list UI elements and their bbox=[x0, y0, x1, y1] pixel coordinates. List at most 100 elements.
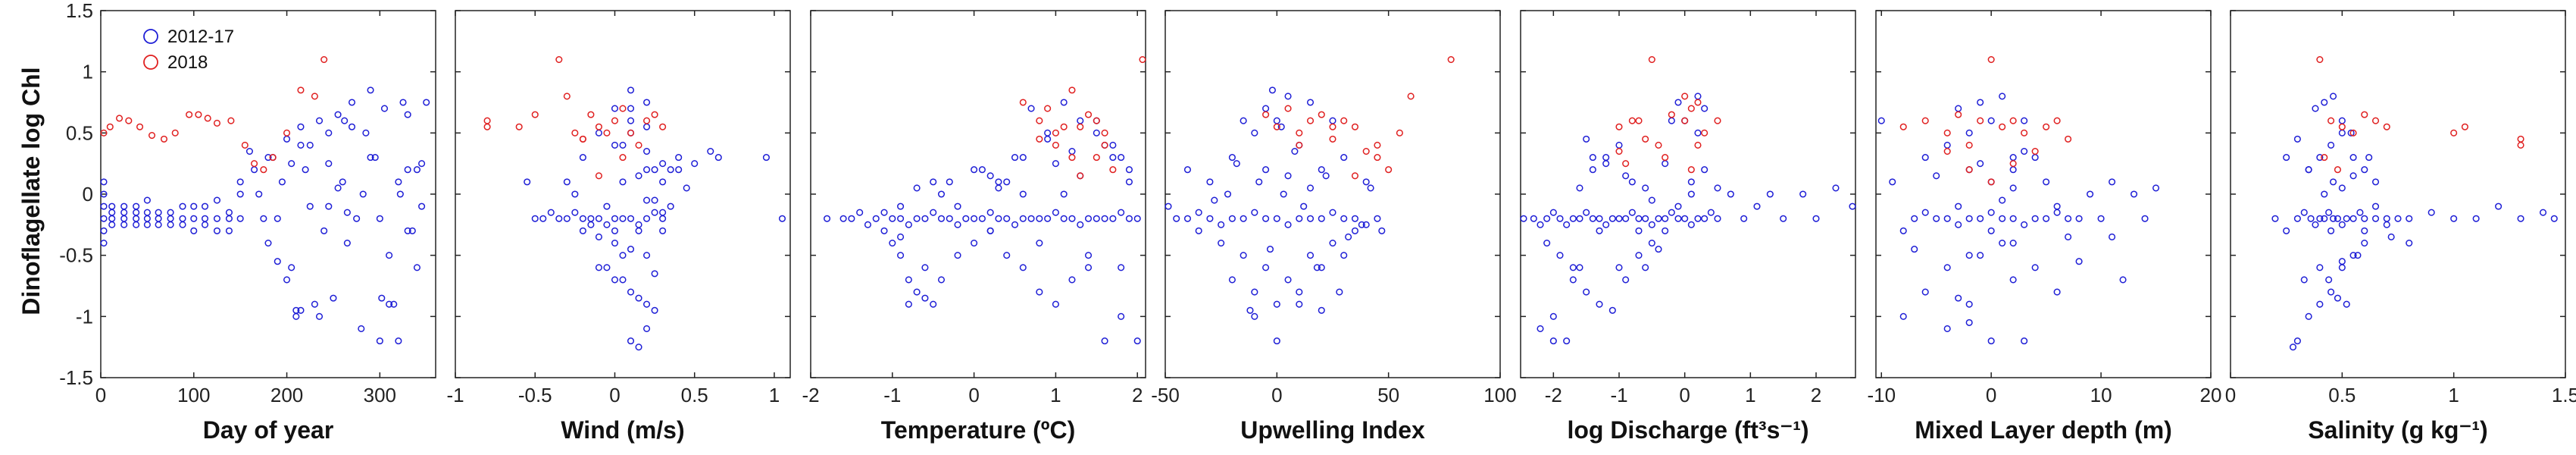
data-point bbox=[2065, 233, 2072, 241]
data-point bbox=[311, 300, 318, 308]
data-point bbox=[905, 300, 912, 308]
data-point bbox=[1537, 221, 1544, 228]
data-point bbox=[348, 99, 356, 106]
data-point bbox=[2316, 55, 2324, 64]
data-point bbox=[297, 306, 305, 314]
x-axis-label: Temperature (ºC) bbox=[881, 416, 1075, 444]
data-point bbox=[378, 294, 386, 302]
series-2 bbox=[100, 55, 328, 174]
data-point bbox=[1362, 221, 1370, 228]
data-point bbox=[643, 215, 651, 222]
data-point bbox=[1306, 99, 1315, 106]
x-tick-label: 0.5 bbox=[2328, 384, 2356, 406]
data-point bbox=[2371, 178, 2380, 186]
data-point bbox=[1780, 215, 1787, 222]
data-point bbox=[1583, 209, 1590, 216]
data-point bbox=[1615, 147, 1623, 155]
data-point bbox=[675, 166, 683, 174]
data-point bbox=[707, 147, 714, 155]
data-point bbox=[643, 147, 651, 155]
data-point bbox=[1306, 215, 1315, 222]
data-point bbox=[100, 202, 108, 210]
data-point bbox=[236, 190, 244, 198]
data-point bbox=[1622, 172, 1630, 180]
data-point bbox=[619, 141, 627, 149]
x-axis-label: Upwelling Index bbox=[1240, 416, 1425, 444]
data-point bbox=[2517, 215, 2524, 222]
data-point bbox=[1284, 105, 1292, 112]
legend-marker bbox=[143, 55, 158, 70]
data-point bbox=[2327, 117, 2335, 124]
data-point bbox=[2327, 141, 2335, 149]
data-point bbox=[1707, 209, 1715, 216]
data-point bbox=[1701, 129, 1708, 136]
data-point bbox=[1849, 202, 1856, 210]
data-point bbox=[2361, 111, 2368, 118]
data-point bbox=[1125, 166, 1133, 174]
data-point bbox=[125, 117, 133, 124]
data-point bbox=[1662, 215, 1669, 222]
data-point bbox=[143, 209, 151, 216]
data-point bbox=[1642, 184, 1649, 192]
data-point bbox=[2021, 129, 2028, 136]
data-point bbox=[1262, 111, 1270, 118]
data-point bbox=[2087, 190, 2094, 198]
data-point bbox=[2338, 184, 2346, 192]
data-point bbox=[872, 215, 880, 222]
data-point bbox=[1011, 154, 1019, 162]
data-point bbox=[1899, 123, 1907, 130]
data-point bbox=[396, 190, 404, 198]
data-point bbox=[1367, 184, 1374, 192]
data-point bbox=[1987, 227, 1995, 234]
data-point bbox=[195, 111, 202, 118]
data-point bbox=[1955, 221, 1962, 228]
data-point bbox=[2356, 209, 2364, 216]
data-point bbox=[1694, 129, 1702, 136]
data-point bbox=[1118, 312, 1125, 320]
data-point bbox=[937, 276, 946, 284]
data-point bbox=[1300, 202, 1308, 210]
data-point bbox=[1251, 209, 1258, 216]
x-axis-label: log Discharge (ft³s⁻¹) bbox=[1567, 416, 1809, 444]
data-point bbox=[1228, 215, 1236, 222]
data-point bbox=[278, 178, 286, 186]
data-point bbox=[2009, 276, 2017, 284]
data-point bbox=[2031, 147, 2039, 155]
data-point bbox=[404, 111, 411, 118]
data-point bbox=[399, 99, 407, 106]
data-point bbox=[1965, 318, 1973, 326]
data-point bbox=[1569, 276, 1577, 284]
data-point bbox=[1955, 294, 1962, 302]
data-point bbox=[659, 209, 667, 216]
data-point bbox=[1933, 215, 1940, 222]
data-point bbox=[1060, 99, 1068, 106]
data-point bbox=[921, 215, 929, 222]
data-point bbox=[1999, 93, 2006, 100]
data-point bbox=[320, 227, 328, 234]
data-point bbox=[659, 160, 667, 168]
x-tick-label: 1 bbox=[769, 384, 780, 406]
data-point bbox=[2152, 184, 2160, 192]
data-point bbox=[579, 227, 586, 234]
data-point bbox=[108, 221, 116, 228]
data-point bbox=[423, 99, 430, 106]
data-point bbox=[315, 117, 324, 124]
data-point bbox=[1955, 111, 1962, 118]
data-point bbox=[611, 105, 619, 112]
data-point bbox=[136, 123, 144, 130]
data-point bbox=[315, 312, 324, 320]
data-point bbox=[1655, 141, 1662, 149]
data-point bbox=[667, 202, 674, 210]
data-point bbox=[1351, 123, 1359, 130]
series-1 bbox=[1520, 93, 1856, 345]
data-point bbox=[2495, 202, 2503, 210]
data-point bbox=[1060, 123, 1068, 130]
data-point bbox=[334, 111, 342, 118]
data-point bbox=[880, 227, 888, 234]
data-point bbox=[1206, 215, 1214, 222]
data-point bbox=[1011, 221, 1019, 228]
data-point bbox=[2109, 178, 2116, 186]
data-point bbox=[1206, 178, 1214, 186]
data-point bbox=[143, 196, 151, 204]
data-point bbox=[971, 239, 978, 247]
